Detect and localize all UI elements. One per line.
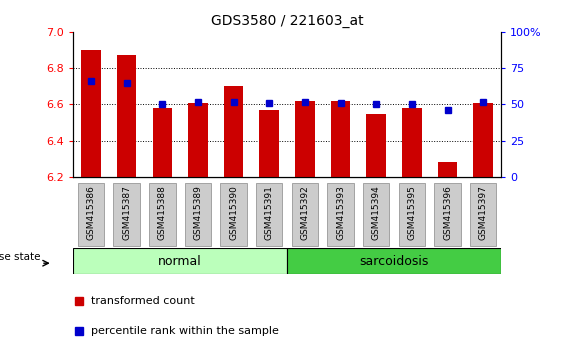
Bar (402, 108, 422, 177)
FancyBboxPatch shape (221, 183, 247, 246)
FancyBboxPatch shape (78, 183, 104, 246)
Text: GSM415388: GSM415388 (158, 185, 167, 240)
Text: GSM415394: GSM415394 (372, 185, 381, 240)
FancyBboxPatch shape (399, 183, 425, 246)
Bar (367, 114, 386, 177)
Bar (287, 248, 501, 274)
Text: GSM415386: GSM415386 (87, 185, 96, 240)
FancyBboxPatch shape (435, 183, 461, 246)
Text: disease state: disease state (0, 252, 41, 262)
Text: GSM415389: GSM415389 (194, 185, 203, 240)
FancyBboxPatch shape (328, 183, 354, 246)
Text: GSM415393: GSM415393 (336, 185, 345, 240)
Text: GSM415391: GSM415391 (265, 185, 274, 240)
Text: normal: normal (158, 255, 202, 268)
Text: GSM415396: GSM415396 (443, 185, 452, 240)
FancyBboxPatch shape (256, 183, 283, 246)
FancyBboxPatch shape (185, 183, 211, 246)
Bar (188, 103, 208, 177)
Bar (473, 103, 493, 177)
FancyBboxPatch shape (292, 183, 318, 246)
Bar (331, 101, 350, 177)
Text: percentile rank within the sample: percentile rank within the sample (91, 326, 279, 336)
Bar (73, 248, 287, 274)
Text: sarcoidosis: sarcoidosis (359, 255, 429, 268)
Text: GSM415387: GSM415387 (122, 185, 131, 240)
FancyBboxPatch shape (470, 183, 497, 246)
FancyBboxPatch shape (114, 183, 140, 246)
FancyBboxPatch shape (149, 183, 176, 246)
Text: GSM415395: GSM415395 (408, 185, 417, 240)
Bar (260, 110, 279, 177)
Bar (117, 56, 136, 177)
Text: transformed count: transformed count (91, 296, 195, 306)
Text: GSM415390: GSM415390 (229, 185, 238, 240)
Title: GDS3580 / 221603_at: GDS3580 / 221603_at (211, 14, 364, 28)
FancyBboxPatch shape (363, 183, 390, 246)
Bar (224, 86, 243, 177)
Text: GSM415392: GSM415392 (301, 185, 310, 240)
Bar (81, 50, 101, 177)
Bar (438, 162, 457, 177)
Bar (153, 108, 172, 177)
Text: GSM415397: GSM415397 (479, 185, 488, 240)
Bar (295, 101, 315, 177)
